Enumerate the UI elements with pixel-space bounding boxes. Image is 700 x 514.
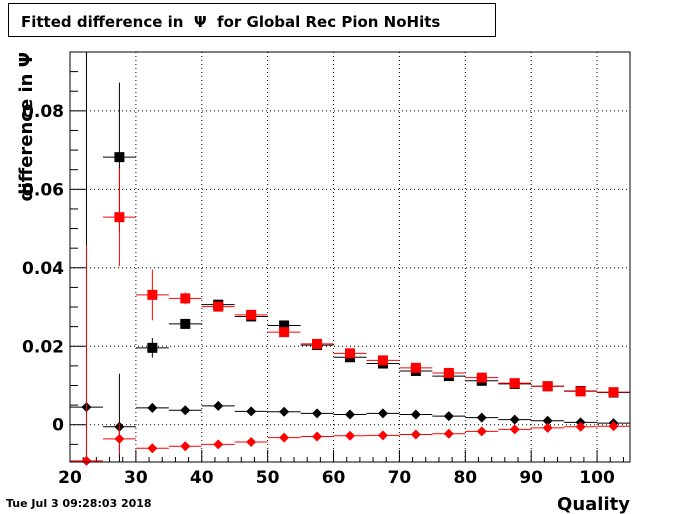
x-tick-label: 20 <box>58 468 82 488</box>
data-point-diamond <box>312 408 323 419</box>
y-tick-label: 0.06 <box>22 180 64 200</box>
x-tick-label: 90 <box>519 468 543 488</box>
y-tick-label: 0.04 <box>22 259 64 279</box>
x-tick-label: 60 <box>322 468 346 488</box>
data-point-diamond <box>608 421 619 432</box>
data-point-square <box>246 309 257 320</box>
data-point-square <box>476 372 487 383</box>
data-point-diamond <box>476 426 487 437</box>
chart-title: Fitted difference in Ψ for Global Rec Pi… <box>21 13 441 31</box>
data-point-square <box>147 289 158 300</box>
x-tick-label: 80 <box>453 468 477 488</box>
data-point-diamond <box>147 402 158 413</box>
data-point-diamond <box>509 424 520 435</box>
data-point-diamond <box>213 439 224 450</box>
data-point-diamond <box>81 455 92 466</box>
x-axis-label: Quality <box>557 494 630 514</box>
axes: 20 30 40 50 60 70 80 90 100 0 0.02 0.04 0.06 0.08 <box>22 51 624 488</box>
x-tick-label: 100 <box>579 468 615 488</box>
series-1 <box>102 82 630 398</box>
x-tick-label: 70 <box>388 468 412 488</box>
y-tick-label: 0 <box>52 416 64 436</box>
data-point-square <box>213 301 224 312</box>
x-tick-label: 50 <box>256 468 280 488</box>
y-tick-label: 0.02 <box>22 337 64 357</box>
data-point-diamond <box>147 443 158 454</box>
data-point-diamond <box>377 408 388 419</box>
data-point-diamond <box>312 431 323 442</box>
data-point-square <box>114 212 125 223</box>
data-point-diamond <box>180 405 191 416</box>
data-point-square <box>542 381 553 392</box>
data-point-diamond <box>279 406 290 417</box>
data-point-diamond <box>575 421 586 432</box>
data-point-diamond <box>542 415 553 426</box>
data-point-square <box>180 293 191 304</box>
data-point-diamond <box>114 433 125 444</box>
data-point-diamond <box>246 406 257 417</box>
data-point-square <box>377 355 388 366</box>
data-point-square <box>575 386 586 397</box>
data-point-diamond <box>410 409 421 420</box>
data-point-square <box>509 378 520 389</box>
data-series <box>70 52 630 466</box>
data-point-square <box>279 320 290 331</box>
series-3 <box>70 52 630 462</box>
x-tick-label: 30 <box>124 468 148 488</box>
data-point-diamond <box>213 400 224 411</box>
y-tick-label: 0.08 <box>22 102 64 122</box>
data-point-diamond <box>542 422 553 433</box>
data-point-square <box>410 362 421 373</box>
chart-title-box: Fitted difference in Ψ for Global Rec Pi… <box>8 3 496 37</box>
data-point-diamond <box>443 411 454 422</box>
data-point-square <box>180 318 191 329</box>
data-point-square <box>312 338 323 349</box>
data-point-square <box>147 342 158 353</box>
data-point-diamond <box>410 429 421 440</box>
data-point-diamond <box>345 409 355 420</box>
data-point-square <box>345 348 355 359</box>
series-2 <box>102 168 630 398</box>
data-point-square <box>608 387 619 398</box>
data-point-diamond <box>345 430 355 441</box>
y-axis-label: difference in Ψ <box>16 52 37 201</box>
data-point-diamond <box>509 414 520 425</box>
data-point-square <box>279 327 290 338</box>
grid <box>70 52 630 462</box>
timestamp: Tue Jul 3 09:28:03 2018 <box>6 497 152 510</box>
plot-frame <box>69 51 631 463</box>
data-point-diamond <box>476 412 487 423</box>
data-point-square <box>114 152 125 163</box>
series-4 <box>70 245 630 466</box>
data-point-diamond <box>443 428 454 439</box>
data-point-diamond <box>180 441 191 452</box>
data-point-diamond <box>246 436 257 447</box>
data-point-square <box>443 367 454 378</box>
data-point-diamond <box>279 432 290 443</box>
data-point-diamond <box>377 430 388 441</box>
x-tick-label: 40 <box>190 468 214 488</box>
